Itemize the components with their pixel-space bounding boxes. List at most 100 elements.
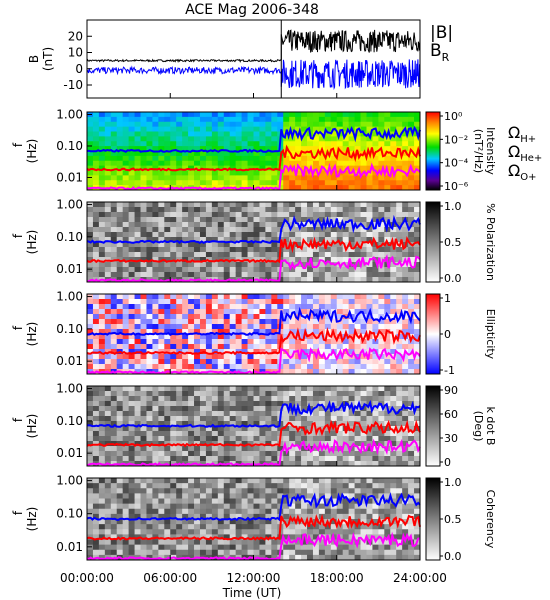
- heatmap-cell: [283, 304, 290, 310]
- heatmap-cell: [176, 334, 183, 340]
- heatmap-cell: [360, 359, 367, 365]
- heatmap-cell: [414, 232, 421, 238]
- heatmap-cell: [116, 386, 124, 392]
- heatmap-cell: [217, 436, 225, 442]
- heatmap-cell: [318, 344, 326, 350]
- heatmap-cell: [87, 391, 94, 397]
- heatmap-cell: [194, 349, 201, 355]
- heatmap-cell: [182, 112, 189, 118]
- heatmap-cell: [235, 396, 243, 402]
- heatmap-cell: [176, 319, 183, 325]
- heatmap-cell: [342, 237, 350, 243]
- heatmap-cell: [104, 436, 112, 442]
- heatmap-cell: [176, 456, 183, 462]
- heatmap-cell: [176, 478, 183, 484]
- heatmap-cell: [247, 386, 254, 392]
- heatmap-cell: [87, 513, 94, 520]
- heatmap-cell: [217, 314, 225, 320]
- heatmap-cell: [104, 319, 112, 325]
- heatmap-cell: [188, 436, 195, 442]
- heatmap-cell: [372, 314, 379, 320]
- heatmap-cell: [324, 349, 332, 355]
- heatmap-cell: [372, 165, 379, 171]
- heatmap-cell: [247, 529, 254, 535]
- heatmap-cell: [384, 396, 391, 402]
- heatmap-cell: [122, 136, 130, 142]
- heatmap-cell: [235, 406, 243, 412]
- heatmap-cell: [217, 175, 225, 181]
- heatmap-cell: [182, 508, 189, 515]
- heatmap-cell: [342, 508, 350, 515]
- heatmap-cell: [152, 554, 159, 561]
- heatmap-cell: [229, 299, 237, 305]
- heatmap-cell: [247, 309, 254, 315]
- heatmap-cell: [146, 544, 153, 551]
- heatmap-cell: [312, 441, 320, 447]
- heatmap-cell: [134, 222, 141, 228]
- heatmap-cell: [116, 175, 124, 181]
- heatmap-cell: [259, 294, 266, 300]
- heatmap-cell: [414, 359, 421, 365]
- heatmap-cell: [241, 544, 248, 551]
- heatmap-cell: [152, 513, 159, 520]
- heatmap-cell: [205, 431, 213, 437]
- heatmap-cell: [152, 212, 159, 218]
- heatmap-cell: [396, 237, 403, 243]
- heatmap-cell: [116, 519, 124, 525]
- heatmap-cell: [235, 456, 243, 462]
- heatmap-cell: [414, 267, 421, 273]
- heatmap-cell: [122, 544, 130, 551]
- heatmap-cell: [402, 534, 409, 540]
- heatmap-cell: [164, 344, 171, 350]
- heatmap-cell: [158, 247, 165, 253]
- heatmap-cell: [164, 247, 171, 253]
- heatmap-cell: [104, 155, 112, 162]
- heatmap-cell: [414, 416, 421, 422]
- heatmap-cell: [295, 227, 302, 233]
- heatmap-cell: [330, 247, 338, 253]
- heatmap-cell: [217, 324, 225, 330]
- heatmap-cell: [140, 136, 147, 142]
- heatmap-cell: [98, 513, 106, 520]
- heatmap-cell: [396, 160, 403, 167]
- heatmap-cell: [194, 498, 201, 505]
- heatmap-cell: [152, 488, 159, 494]
- heatmap-cell: [390, 344, 397, 350]
- heatmap-cell: [259, 401, 266, 407]
- heatmap-cell: [259, 483, 266, 489]
- heatmap-cell: [217, 146, 225, 152]
- heatmap-cell: [92, 160, 100, 167]
- heatmap-cell: [372, 401, 379, 407]
- heatmap-cell: [336, 426, 344, 432]
- heatmap-cell: [259, 165, 266, 171]
- heatmap-cell: [360, 294, 367, 300]
- heatmap-cell: [265, 299, 272, 305]
- heatmap-cell: [110, 175, 118, 181]
- heatmap-cell: [134, 478, 141, 484]
- heatmap-cell: [402, 329, 409, 335]
- heatmap-cell: [182, 426, 189, 432]
- heatmap-cell: [140, 421, 147, 427]
- heatmap-cell: [164, 257, 171, 263]
- heatmap-cell: [336, 451, 344, 457]
- heatmap-cell: [98, 202, 106, 208]
- heatmap-cell: [307, 170, 314, 176]
- heatmap-cell: [87, 136, 94, 142]
- heatmap-cell: [283, 461, 290, 467]
- heatmap-cell: [318, 391, 326, 397]
- heatmap-cell: [104, 175, 112, 181]
- heatmap-cell: [336, 359, 344, 365]
- heatmap-cell: [301, 339, 308, 345]
- heatmap-cell: [188, 478, 195, 484]
- heatmap-cell: [176, 416, 183, 422]
- heatmap-cell: [396, 252, 403, 258]
- heatmap-cell: [271, 508, 278, 515]
- heatmap-cell: [158, 334, 165, 340]
- heatmap-cell: [211, 544, 219, 551]
- heatmap-cell: [301, 309, 308, 315]
- heatmap-cell: [253, 431, 260, 437]
- heatmap-cell: [87, 344, 94, 350]
- y-axis-label: B: [27, 55, 41, 63]
- heatmap-cell: [211, 529, 219, 535]
